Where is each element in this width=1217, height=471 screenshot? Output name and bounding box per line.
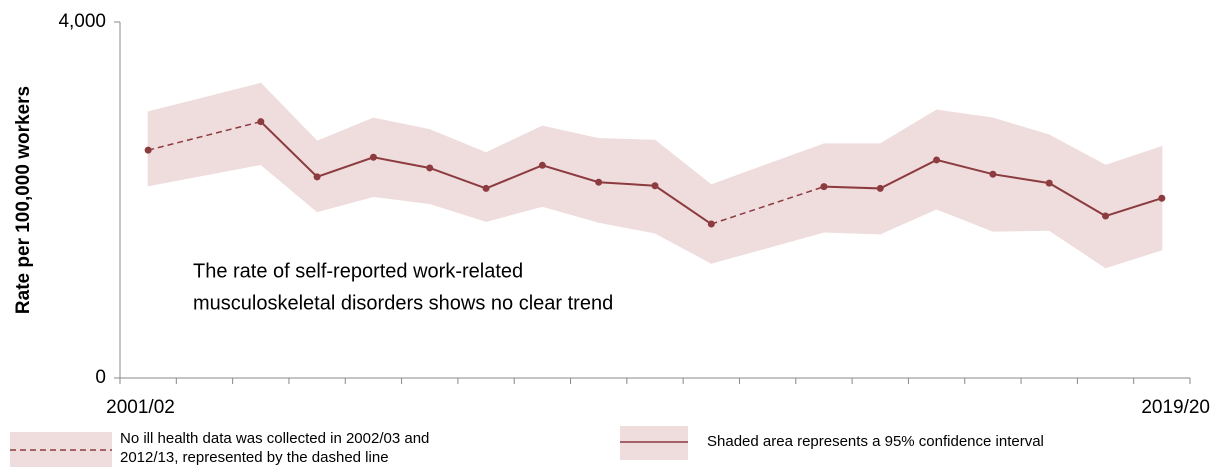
legend-swatch	[620, 426, 688, 460]
confidence-band	[1048, 134, 1107, 269]
annotation: The rate of self-reported work-related	[193, 260, 523, 282]
confidence-band	[879, 109, 938, 235]
point	[1158, 194, 1166, 202]
confidence-band	[710, 143, 825, 264]
y-tick-label: 4,000	[58, 11, 106, 32]
x-tick-label: 2001/02	[106, 397, 175, 418]
point	[820, 183, 828, 191]
legend-text: No ill health data was collected in 2002…	[120, 430, 429, 447]
point	[595, 178, 603, 186]
legend-text: Shaded area represents a 95% confidence …	[707, 433, 1044, 450]
point	[144, 146, 152, 154]
point	[313, 173, 321, 181]
confidence-band	[260, 82, 318, 213]
confidence-band	[429, 128, 487, 223]
legend-text: 2012/13, represented by the dashed line	[120, 449, 389, 466]
point	[426, 164, 434, 172]
confidence-band	[372, 117, 431, 205]
point	[1045, 179, 1053, 187]
confidence-band	[654, 139, 712, 265]
point	[1102, 212, 1110, 220]
point	[933, 156, 941, 164]
x-tick-label: 2019/20	[1141, 397, 1210, 418]
confidence-band	[485, 125, 543, 223]
point	[482, 184, 490, 192]
annotation: musculoskeletal disorders shows no clear…	[193, 292, 613, 314]
confidence-band	[316, 117, 374, 213]
point	[369, 153, 377, 161]
point	[538, 161, 546, 169]
point	[651, 182, 659, 190]
confidence-band	[936, 109, 994, 232]
point	[257, 118, 265, 126]
point	[989, 170, 997, 178]
confidence-band	[147, 82, 262, 187]
y-axis-label: Rate per 100,000 workers	[13, 86, 34, 314]
point	[707, 220, 715, 228]
point	[876, 184, 884, 192]
plot	[144, 82, 1166, 269]
y-tick-label: 0	[95, 367, 106, 388]
